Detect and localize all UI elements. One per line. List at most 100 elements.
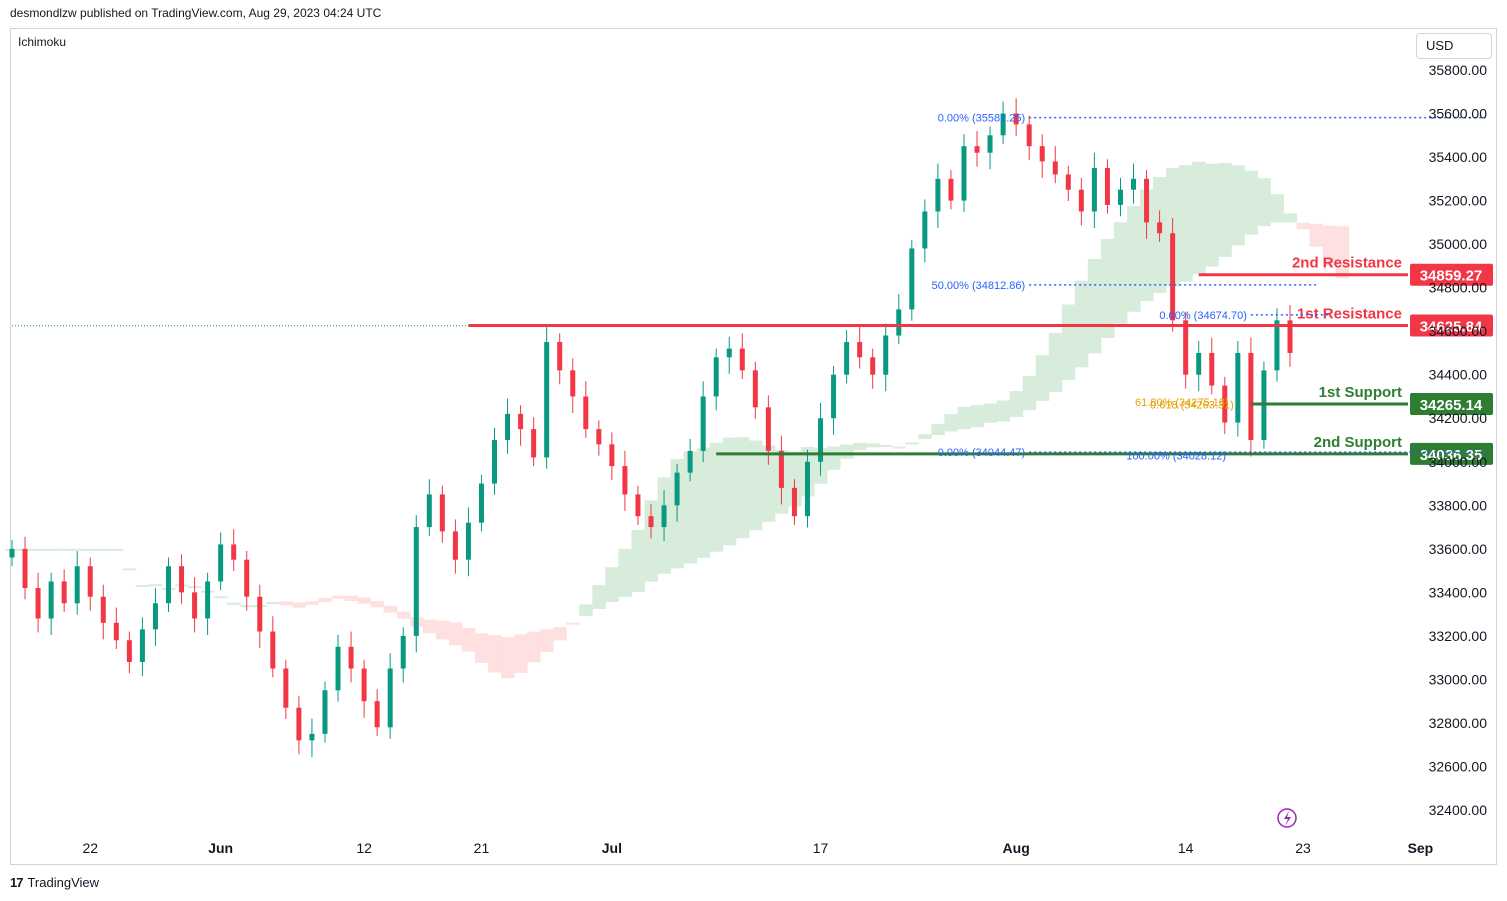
candle-body (844, 342, 850, 375)
candle-body (1248, 352, 1254, 440)
ichimoku-cloud-segment (879, 445, 893, 448)
candle-body (557, 342, 563, 371)
candle-body (192, 592, 198, 619)
ichimoku-cloud-segment (1035, 355, 1050, 401)
candle-body (335, 646, 341, 691)
x-axis-tick-label: 14 (1178, 840, 1194, 856)
candle-body (1287, 320, 1293, 353)
y-axis-tick-label: 33000.00 (1429, 671, 1488, 687)
candle-body (1144, 178, 1150, 223)
ichimoku-cloud-segment (109, 548, 124, 551)
candle-body (439, 494, 445, 532)
candle-body (179, 566, 185, 593)
ichimoku-cloud-segment (1231, 165, 1245, 246)
level-name-support: 1st Support (1319, 384, 1402, 401)
candle-body (804, 461, 810, 517)
candle-body (387, 668, 393, 728)
ichimoku-cloud-segment (540, 629, 554, 652)
y-axis-tick-label: 33600.00 (1429, 541, 1488, 557)
ichimoku-cloud-segment (944, 414, 958, 432)
ichimoku-cloud-segment (1126, 205, 1141, 312)
candle-body (400, 635, 406, 669)
candle-body (857, 342, 863, 358)
chart-frame (10, 28, 1497, 865)
ichimoku-cloud-segment (448, 622, 463, 646)
price-tag-resistance (1410, 314, 1493, 337)
currency-selector[interactable]: USD (1416, 33, 1492, 59)
published-by-text: desmondlzw published on TradingView.com,… (10, 6, 382, 20)
ichimoku-cloud-segment (422, 619, 437, 634)
y-axis-tick-label: 34000.00 (1429, 454, 1488, 470)
y-axis-tick-label: 32600.00 (1429, 758, 1488, 774)
candle-body (218, 544, 224, 582)
candle-body (935, 178, 941, 212)
ichimoku-cloud-segment (996, 400, 1011, 422)
candle-body (948, 178, 954, 201)
candle-body (465, 522, 471, 560)
ichimoku-cloud-segment (1322, 225, 1337, 266)
ichimoku-cloud-segment (31, 548, 46, 551)
y-axis-tick-label: 33800.00 (1429, 497, 1488, 513)
ichimoku-cloud-segment (787, 451, 802, 507)
ichimoku-cloud-segment (592, 585, 606, 609)
ichimoku-cloud-segment (148, 584, 163, 587)
x-axis-tick-label: Aug (1003, 840, 1030, 856)
ichimoku-cloud-segment (1205, 163, 1219, 267)
ichimoku-cloud-segment (501, 637, 515, 679)
x-axis-tick-label: 23 (1295, 840, 1311, 856)
ichimoku-cloud-segment (331, 595, 346, 599)
candle-body (322, 690, 328, 734)
candle-body (139, 629, 145, 662)
candle-body (126, 640, 132, 662)
ichimoku-cloud-segment (487, 635, 502, 673)
y-axis-tick-label: 32400.00 (1429, 802, 1488, 818)
price-tag-support (1410, 442, 1493, 465)
fib-level-label: 0.00% (34044.47) (938, 447, 1025, 459)
y-axis-tick-label: 35200.00 (1429, 193, 1488, 209)
ichimoku-cloud-segment (383, 605, 398, 613)
ichimoku-cloud-segment (527, 631, 541, 663)
footer-brand[interactable]: 17 TradingView (10, 875, 99, 890)
y-axis-tick-label: 35400.00 (1429, 149, 1488, 165)
candle-body (1026, 124, 1032, 147)
candle-body (531, 429, 537, 458)
fib-level-label: 61.80% (34275.18) (1135, 397, 1229, 409)
candle-body (739, 348, 745, 371)
ichimoku-cloud-segment (1179, 165, 1193, 282)
ichimoku-cloud-segment (840, 444, 854, 459)
ichimoku-cloud-segment (96, 548, 111, 551)
candle-body (9, 548, 15, 558)
fib-level-label: 50.00% (34812.86) (932, 280, 1026, 292)
ichimoku-cloud-segment (292, 602, 306, 608)
y-axis-tick-label: 35000.00 (1429, 236, 1488, 252)
candle-body (257, 596, 263, 632)
indicator-legend[interactable]: Ichimoku (18, 35, 67, 49)
candle-body (22, 548, 28, 588)
ichimoku-cloud-segment (1048, 333, 1063, 392)
candle-body (87, 566, 93, 597)
y-axis-tick-label: 33200.00 (1429, 628, 1488, 644)
candle-body (974, 146, 980, 153)
ichimoku-cloud-segment (122, 568, 137, 571)
candle-body (1209, 352, 1215, 386)
candle-body (48, 581, 54, 619)
x-axis-tick-label: Jul (602, 840, 622, 856)
candle-body (831, 374, 837, 419)
candle-body (100, 596, 106, 623)
candle-body (791, 487, 797, 517)
candle-body (505, 413, 511, 440)
candle-body (492, 440, 498, 484)
candle-body (283, 668, 289, 708)
ichimoku-cloud-segment (344, 595, 359, 602)
fib-level-label: 0.00% (35581.25) (938, 113, 1025, 125)
ichimoku-cloud-segment (435, 620, 450, 640)
ichimoku-cloud-segment (1087, 259, 1102, 354)
candle-body (1183, 320, 1189, 375)
candle-body (1000, 113, 1006, 136)
ichimoku-cloud-segment (579, 604, 593, 616)
candle-body (1274, 320, 1280, 371)
ichimoku-cloud-segment (279, 601, 293, 606)
candle-body (205, 581, 211, 619)
candle-body (596, 429, 602, 445)
